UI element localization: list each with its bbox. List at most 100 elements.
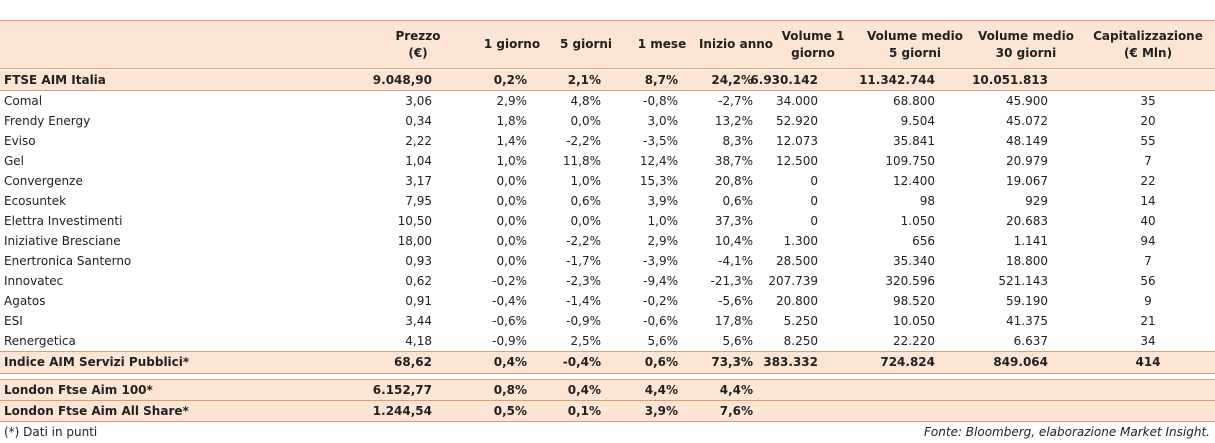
cell-value: 14 [1140, 194, 1156, 208]
cell-value: 11,8% [562, 154, 601, 168]
cell-value: 9 [1144, 294, 1152, 308]
cell-value: 7,6% [719, 404, 753, 418]
cell-value: 109.750 [885, 154, 935, 168]
row-label: ESI [4, 314, 23, 328]
cell-value: 18,00 [397, 234, 432, 248]
column-header: 1 mese [637, 37, 687, 51]
rule-line [0, 68, 1215, 69]
cell-value: 73,3% [711, 355, 753, 369]
cell-value: 0,0% [496, 254, 528, 268]
rule-line [0, 351, 1215, 352]
cell-value: 0,0% [570, 214, 602, 228]
cell-value: 1.050 [900, 214, 935, 228]
cell-value: 1,8% [496, 114, 528, 128]
rule-line [0, 373, 1215, 374]
cell-value: -0,2% [492, 274, 527, 288]
cell-value: 2,5% [570, 334, 602, 348]
cell-value: 0,6% [644, 355, 678, 369]
cell-value: 0 [810, 174, 818, 188]
column-header: (€) [408, 46, 428, 60]
source-note: Fonte: Bloomberg, elaborazione Market In… [924, 425, 1210, 439]
cell-value: 35.841 [893, 134, 935, 148]
cell-value: 59.190 [1006, 294, 1048, 308]
cell-value: 24,2% [711, 73, 753, 87]
cell-value: -0,8% [643, 94, 678, 108]
cell-value: 6.637 [1013, 334, 1048, 348]
cell-value: 6.152,77 [372, 383, 432, 397]
cell-value: 207.739 [768, 274, 818, 288]
cell-value: 1.244,54 [372, 404, 432, 418]
cell-value: 4,4% [644, 383, 678, 397]
cell-value: 724.824 [880, 355, 935, 369]
cell-value: 0,0% [496, 214, 528, 228]
cell-value: 5,6% [647, 334, 679, 348]
row-label: Frendy Energy [4, 114, 91, 128]
cell-value: 28.500 [776, 254, 818, 268]
cell-value: 3,9% [644, 404, 678, 418]
cell-value: 5,6% [722, 334, 754, 348]
row-label: Innovatec [4, 274, 64, 288]
cell-value: 18.800 [1006, 254, 1048, 268]
cell-value: 929 [1025, 194, 1048, 208]
cell-value: 19.067 [1006, 174, 1048, 188]
cell-value: 12.400 [893, 174, 935, 188]
cell-value: 56 [1140, 274, 1156, 288]
column-header: Volume medio [867, 29, 963, 43]
column-header: 1 giorno [483, 37, 541, 51]
cell-value: -0,6% [643, 314, 678, 328]
rule-line [0, 379, 1215, 380]
cell-value: 1.141 [1013, 234, 1048, 248]
cell-value: 521.143 [998, 274, 1048, 288]
column-header: 30 giorni [995, 46, 1057, 60]
cell-value: 9.048,90 [372, 73, 432, 87]
cell-value: 849.064 [993, 355, 1048, 369]
column-header: 5 giorni [559, 37, 613, 51]
cell-value: -4,1% [718, 254, 753, 268]
cell-value: -0,4% [492, 294, 527, 308]
cell-value: 52.920 [776, 114, 818, 128]
cell-value: 55 [1140, 134, 1156, 148]
cell-value: 6.930.142 [750, 73, 818, 87]
cell-value: 8,7% [644, 73, 678, 87]
cell-value: -21,3% [710, 274, 753, 288]
cell-value: 4,18 [405, 334, 432, 348]
rule-line [0, 421, 1215, 422]
cell-value: 48.149 [1006, 134, 1048, 148]
cell-value: 15,3% [639, 174, 678, 188]
cell-value: 0,0% [496, 194, 528, 208]
footnote: (*) Dati in punti [4, 425, 98, 439]
column-header: Prezzo [395, 29, 441, 43]
cell-value: 10.051.813 [972, 73, 1048, 87]
cell-value: -9,4% [643, 274, 678, 288]
cell-value: 2,1% [567, 73, 601, 87]
cell-value: 2,9% [647, 234, 679, 248]
cell-value: 1,0% [496, 154, 528, 168]
cell-value: 0,8% [493, 383, 527, 397]
row-label: Gel [4, 154, 25, 168]
cell-value: 38,7% [714, 154, 753, 168]
row-label: Iniziative Bresciane [4, 234, 121, 248]
cell-value: -0,9% [492, 334, 527, 348]
cell-value: 11.342.744 [859, 73, 935, 87]
cell-value: 3,17 [405, 174, 432, 188]
cell-value: 5.250 [783, 314, 818, 328]
cell-value: 0,93 [405, 254, 432, 268]
cell-value: 0,91 [405, 294, 432, 308]
column-header: (€ Mln) [1123, 46, 1173, 60]
cell-value: 3,06 [405, 94, 432, 108]
cell-value: 0,0% [496, 234, 528, 248]
cell-value: 0,4% [493, 355, 527, 369]
cell-value: 8.250 [783, 334, 818, 348]
cell-value: 0,0% [570, 114, 602, 128]
cell-value: -2,3% [566, 274, 601, 288]
cell-value: -2,2% [566, 134, 601, 148]
cell-value: 21 [1140, 314, 1156, 328]
cell-value: 0,34 [405, 114, 432, 128]
cell-value: 20 [1140, 114, 1156, 128]
row-label: London Ftse Aim 100* [4, 383, 153, 397]
row-label: Enertronica Santerno [4, 254, 132, 268]
cell-value: 4,8% [570, 94, 602, 108]
column-header: Capitalizzazione [1093, 29, 1203, 43]
cell-value: 17,8% [714, 314, 753, 328]
cell-value: 3,44 [405, 314, 432, 328]
